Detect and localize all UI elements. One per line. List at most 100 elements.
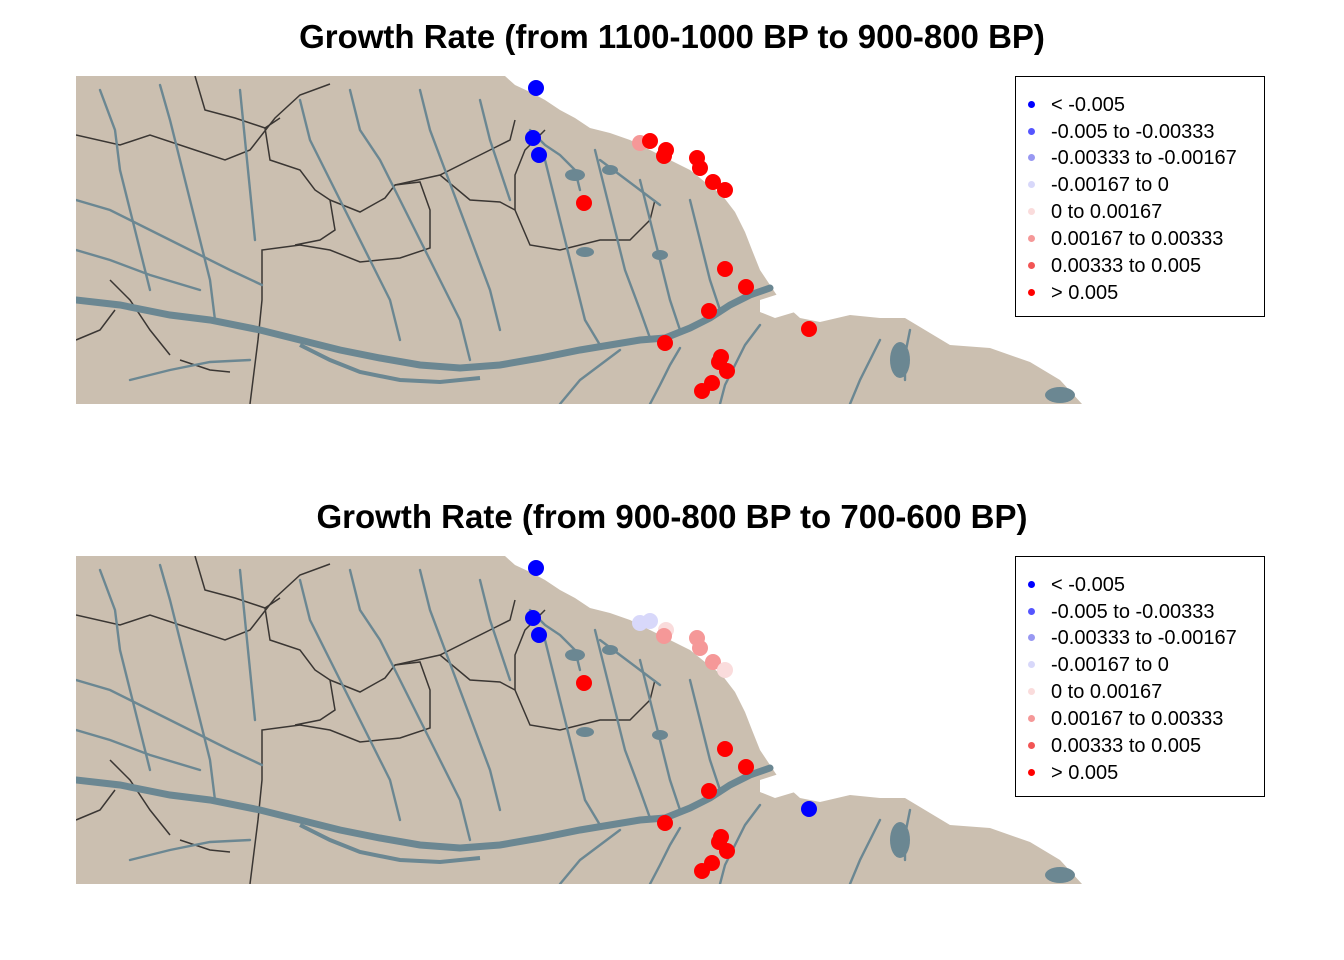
river — [688, 678, 722, 792]
legend-label: -0.00167 to 0 — [1051, 654, 1169, 676]
river — [648, 346, 682, 404]
legend-item: > 0.005 — [1028, 760, 1118, 786]
ocean-inlet — [760, 772, 800, 798]
river — [76, 728, 202, 772]
legend-swatch — [1028, 607, 1035, 615]
legend-item: > 0.005 — [1028, 280, 1118, 306]
site-marker — [717, 741, 733, 757]
country-border — [439, 654, 656, 731]
legend-swatch — [1028, 180, 1035, 188]
legend-swatch — [1028, 580, 1035, 588]
legend: < -0.005 -0.005 to -0.00333 -0.00333 to … — [1015, 556, 1265, 797]
river-channel — [299, 343, 481, 385]
river — [76, 198, 264, 287]
river — [543, 638, 602, 827]
legend: < -0.005 -0.005 to -0.00333 -0.00333 to … — [1015, 76, 1265, 317]
ocean-area — [505, 76, 1091, 404]
legend-swatch — [1028, 288, 1035, 296]
legend-swatch — [1028, 687, 1035, 695]
river — [418, 88, 502, 332]
site-marker — [738, 279, 754, 295]
river — [648, 826, 682, 884]
river — [718, 803, 762, 884]
river — [593, 148, 652, 340]
legend-swatch — [1028, 207, 1035, 215]
country-border — [394, 119, 516, 186]
legend-item: -0.00167 to 0 — [1028, 172, 1169, 198]
river — [98, 88, 152, 292]
river — [848, 818, 882, 884]
map-layer — [76, 556, 1091, 884]
lake — [1045, 387, 1075, 403]
lake — [890, 342, 910, 378]
site-marker — [576, 195, 592, 211]
legend-item: < -0.005 — [1028, 572, 1125, 598]
main-river — [76, 284, 774, 372]
country-border — [394, 599, 516, 666]
lake — [652, 730, 668, 740]
legend-item: 0.00167 to 0.00333 — [1028, 226, 1223, 252]
site-marker — [717, 182, 733, 198]
legend-item: 0.00167 to 0.00333 — [1028, 706, 1223, 732]
legend-swatch — [1028, 633, 1035, 641]
river — [298, 98, 402, 342]
legend-item: 0.00333 to 0.005 — [1028, 733, 1201, 759]
legend-swatch — [1028, 234, 1035, 242]
legend-label: -0.00167 to 0 — [1051, 174, 1169, 196]
site-marker — [692, 640, 708, 656]
legend-label: -0.00333 to -0.00167 — [1051, 627, 1237, 649]
river — [158, 563, 217, 802]
site-marker — [692, 160, 708, 176]
river — [238, 88, 257, 242]
legend-item: 0.00333 to 0.005 — [1028, 253, 1201, 279]
site-marker — [656, 148, 672, 164]
map-layer — [76, 76, 1091, 404]
map-panel-bottom: Growth Rate (from 900-800 BP to 700-600 … — [0, 480, 1344, 960]
legend-label: < -0.005 — [1051, 94, 1125, 116]
country-border — [179, 839, 231, 853]
site-marker — [576, 675, 592, 691]
site-marker — [528, 80, 544, 96]
legend-item: 0 to 0.00167 — [1028, 679, 1162, 705]
site-marker — [694, 383, 710, 399]
legend-item: -0.005 to -0.00333 — [1028, 119, 1214, 145]
lake — [576, 247, 594, 257]
country-border — [249, 181, 431, 404]
legend-item: -0.005 to -0.00333 — [1028, 599, 1214, 625]
river — [348, 88, 472, 362]
site-marker — [657, 815, 673, 831]
river — [128, 358, 252, 382]
legend-label: -0.00333 to -0.00167 — [1051, 147, 1237, 169]
legend-label: 0.00333 to 0.005 — [1051, 255, 1202, 277]
site-marker — [657, 335, 673, 351]
main-river — [76, 764, 774, 852]
river — [848, 338, 882, 404]
site-marker — [711, 834, 727, 850]
site-marker — [705, 174, 721, 190]
river — [718, 323, 762, 404]
country-border — [264, 127, 331, 201]
legend-item: -0.00167 to 0 — [1028, 652, 1169, 678]
site-marker — [717, 261, 733, 277]
lake — [576, 727, 594, 737]
legend-swatch — [1028, 741, 1035, 749]
ocean-area — [505, 556, 1091, 884]
legend-label: > 0.005 — [1051, 762, 1119, 784]
river — [558, 828, 622, 884]
river — [543, 158, 602, 347]
country-border — [439, 174, 656, 251]
river — [478, 98, 512, 202]
legend-swatch — [1028, 261, 1035, 269]
river — [593, 628, 652, 820]
country-border — [76, 83, 331, 161]
river — [558, 348, 622, 404]
site-marker — [528, 560, 544, 576]
legend-swatch — [1028, 714, 1035, 722]
lake — [602, 645, 618, 655]
country-border — [76, 309, 116, 341]
river — [158, 83, 217, 322]
map-panel-top: Growth Rate (from 1100-1000 BP to 900-80… — [76, 18, 1265, 404]
site-marker — [525, 610, 541, 626]
map-canvas — [76, 76, 1091, 404]
country-border — [76, 789, 116, 821]
